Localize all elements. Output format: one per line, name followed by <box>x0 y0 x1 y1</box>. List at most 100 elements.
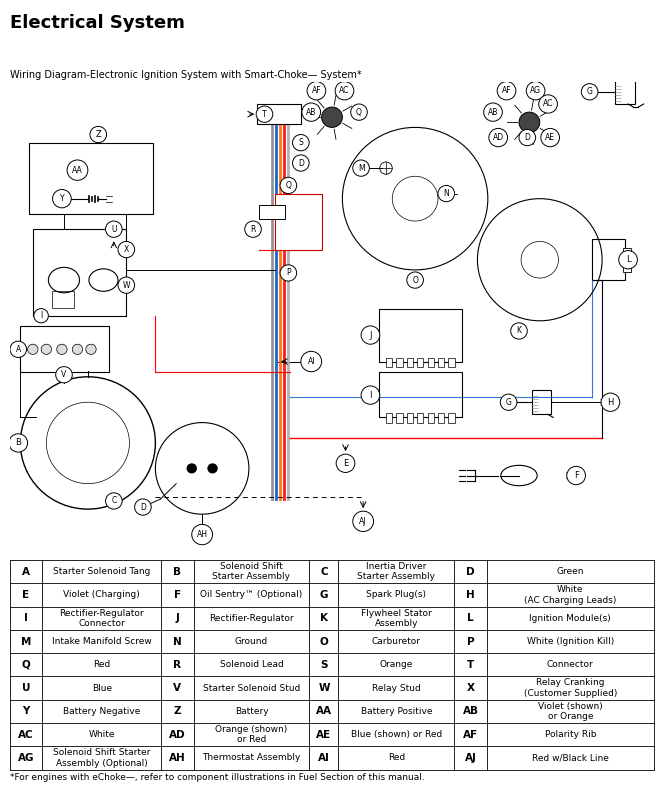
FancyBboxPatch shape <box>448 358 455 366</box>
FancyBboxPatch shape <box>592 239 625 280</box>
Text: AA: AA <box>72 166 83 174</box>
Text: Z: Z <box>96 130 101 139</box>
Text: Q: Q <box>356 108 362 117</box>
Text: AJ: AJ <box>465 753 476 763</box>
Text: Starter Solenoid Tang: Starter Solenoid Tang <box>53 567 151 576</box>
Text: Rectifier-Regulator: Rectifier-Regulator <box>209 614 293 622</box>
Circle shape <box>540 129 560 146</box>
Circle shape <box>41 344 52 354</box>
Text: Orange (shown)
or Red: Orange (shown) or Red <box>215 725 288 744</box>
Text: Red: Red <box>388 754 405 762</box>
Text: White (Ignition Kill): White (Ignition Kill) <box>527 637 614 646</box>
Circle shape <box>497 82 516 100</box>
Text: AB: AB <box>306 108 317 117</box>
Text: AI: AI <box>318 753 330 763</box>
Circle shape <box>52 190 71 208</box>
Circle shape <box>106 493 122 509</box>
Text: U: U <box>111 225 117 234</box>
Circle shape <box>301 351 321 372</box>
Text: White
(AC Charging Leads): White (AC Charging Leads) <box>524 586 616 605</box>
Circle shape <box>407 272 424 288</box>
Text: R: R <box>250 225 256 234</box>
Text: L: L <box>625 255 630 264</box>
Text: H: H <box>466 590 475 600</box>
Circle shape <box>307 82 326 100</box>
Text: Blue (shown) or Red: Blue (shown) or Red <box>351 730 442 739</box>
FancyBboxPatch shape <box>417 358 424 366</box>
Circle shape <box>519 130 536 146</box>
Text: G: G <box>319 590 328 600</box>
Text: J: J <box>175 614 179 623</box>
Text: Y: Y <box>23 706 30 716</box>
FancyBboxPatch shape <box>386 358 392 366</box>
Text: *For engines with eChoke—, refer to component illustrations in Fuel Section of t: *For engines with eChoke—, refer to comp… <box>10 774 425 782</box>
Text: AH: AH <box>197 530 208 539</box>
Text: I: I <box>40 311 42 320</box>
Circle shape <box>9 434 28 452</box>
Text: Carburetor: Carburetor <box>372 637 421 646</box>
Circle shape <box>321 107 343 127</box>
Text: Connector: Connector <box>547 660 594 670</box>
Circle shape <box>106 221 122 238</box>
Text: Solenoid Lead: Solenoid Lead <box>220 660 284 670</box>
FancyBboxPatch shape <box>417 414 424 422</box>
FancyBboxPatch shape <box>396 358 402 366</box>
Text: Ground: Ground <box>235 637 268 646</box>
Text: Violet (shown)
or Orange: Violet (shown) or Orange <box>538 702 603 721</box>
Circle shape <box>351 104 367 120</box>
Text: Electrical System: Electrical System <box>10 14 185 32</box>
Text: AE: AE <box>545 133 555 142</box>
Circle shape <box>567 466 586 485</box>
FancyBboxPatch shape <box>259 205 286 219</box>
Circle shape <box>86 344 96 354</box>
Text: AF: AF <box>311 86 321 95</box>
Circle shape <box>511 323 527 339</box>
Circle shape <box>135 499 151 515</box>
Text: AF: AF <box>502 86 511 95</box>
Text: D: D <box>298 158 303 167</box>
FancyBboxPatch shape <box>407 414 413 422</box>
Text: Ignition Module(s): Ignition Module(s) <box>529 614 611 622</box>
Text: S: S <box>298 138 303 147</box>
Circle shape <box>90 126 106 142</box>
Text: AC: AC <box>339 86 350 95</box>
FancyBboxPatch shape <box>21 326 109 372</box>
Text: R: R <box>173 660 181 670</box>
Text: Violet (Charging): Violet (Charging) <box>63 590 140 599</box>
Circle shape <box>353 160 369 176</box>
Text: C: C <box>111 497 116 506</box>
FancyBboxPatch shape <box>396 414 402 422</box>
Text: I: I <box>369 390 372 400</box>
Text: U: U <box>22 683 31 693</box>
Circle shape <box>280 178 297 194</box>
Text: Battery Positive: Battery Positive <box>361 707 432 716</box>
Circle shape <box>280 265 297 281</box>
FancyBboxPatch shape <box>615 79 635 104</box>
FancyBboxPatch shape <box>386 414 392 422</box>
Circle shape <box>10 341 27 358</box>
Text: Q: Q <box>22 660 31 670</box>
FancyBboxPatch shape <box>275 194 321 250</box>
Text: T: T <box>467 660 474 670</box>
Text: AD: AD <box>169 730 186 740</box>
Circle shape <box>245 221 262 238</box>
Circle shape <box>293 134 309 151</box>
Circle shape <box>527 82 545 100</box>
Circle shape <box>28 344 38 354</box>
Circle shape <box>67 160 88 180</box>
Text: E: E <box>343 459 348 468</box>
Text: O: O <box>319 637 328 646</box>
Text: Inertia Driver
Starter Assembly: Inertia Driver Starter Assembly <box>357 562 436 582</box>
Text: L: L <box>467 614 474 623</box>
Text: F: F <box>174 590 181 600</box>
Text: White: White <box>88 730 115 739</box>
Text: Q: Q <box>286 181 291 190</box>
Circle shape <box>361 326 380 344</box>
Text: AC: AC <box>543 99 553 109</box>
Text: G: G <box>506 398 511 406</box>
Text: I: I <box>24 614 28 623</box>
Text: Battery Negative: Battery Negative <box>63 707 140 716</box>
Text: Blue: Blue <box>92 683 112 693</box>
Text: T: T <box>262 110 267 118</box>
Text: Rectifier-Regulator
Connector: Rectifier-Regulator Connector <box>60 609 144 628</box>
